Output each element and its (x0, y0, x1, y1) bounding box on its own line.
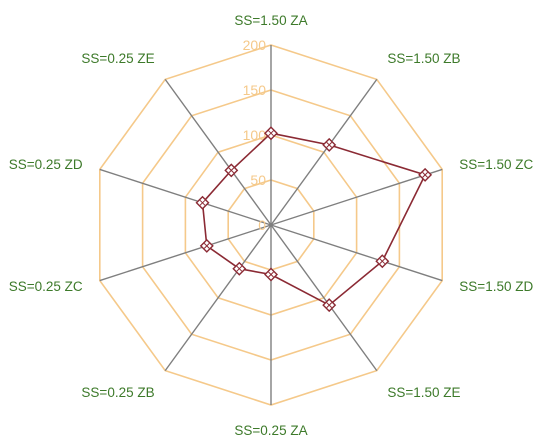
data-point (224, 163, 239, 178)
data-point-cross (268, 271, 274, 278)
data-point-cross (379, 258, 386, 265)
spoke-2 (270, 78, 378, 226)
series-layer (195, 126, 433, 313)
data-point-cross (236, 265, 243, 272)
category-labels: SS=1.50 ZA SS=1.50 ZB SS=1.50 ZC SS=1.50 ZD… (9, 13, 534, 438)
data-point (264, 126, 278, 141)
category-label: SS=1.50 ZB (387, 51, 460, 66)
data-point-cross (203, 243, 210, 249)
data-point-cross (199, 199, 206, 206)
data-point (375, 254, 390, 269)
data-point-cross (228, 167, 235, 174)
data-point-cross (268, 130, 274, 137)
data-point-cross (422, 172, 428, 178)
data-point (418, 167, 433, 182)
tick-label-150: 150 (243, 82, 267, 98)
spoke-5 (270, 224, 378, 372)
category-label: SS=0.25 ZA (234, 423, 307, 438)
spoke-7 (164, 224, 272, 372)
tick-label-100: 100 (243, 127, 267, 143)
category-label: SS=1.50 ZE (387, 385, 460, 400)
data-point (322, 137, 337, 152)
tick-label-200: 200 (243, 37, 267, 53)
category-label: SS=1.50 ZC (459, 157, 533, 172)
data-point (195, 195, 210, 210)
data-point-cross (326, 142, 333, 148)
data-point (232, 261, 247, 276)
category-label: SS=0.25 ZE (81, 51, 154, 66)
category-label: SS=1.50 ZD (459, 279, 533, 294)
spoke-10 (164, 78, 272, 226)
category-label: SS=1.50 ZA (234, 13, 307, 28)
tick-label-50: 50 (250, 172, 266, 188)
spoke-8 (99, 224, 272, 282)
tick-labels: 0 50 100 150 200 (243, 37, 267, 233)
category-label: SS=0.25 ZC (9, 279, 83, 294)
spoke-3 (270, 168, 443, 226)
spoke-9 (99, 168, 272, 226)
category-label: SS=0.25 ZD (9, 157, 83, 172)
tick-label-0: 0 (258, 217, 266, 233)
category-label: SS=0.25 ZB (81, 385, 154, 400)
spoke-4 (270, 224, 443, 282)
data-point (264, 267, 278, 282)
data-point (199, 238, 214, 253)
data-point-cross (326, 302, 333, 308)
data-point (322, 298, 337, 313)
